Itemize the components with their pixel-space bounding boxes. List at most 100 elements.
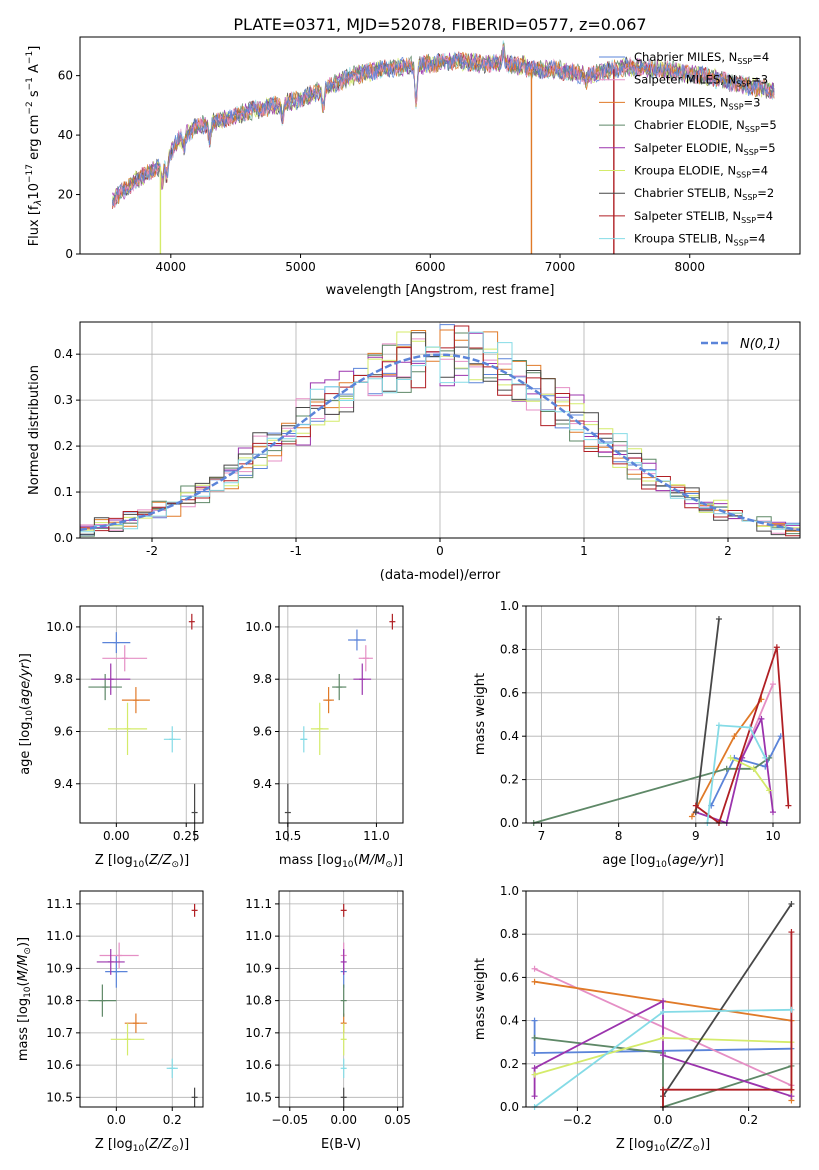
age-vs-metallicity-panel: 0.00 0.25 9.4 9.6 9.8 10.0 Z [log10(Z/Z⊙)] ag… [18,605,204,870]
mass-weight-vs-age-xtick-label: 7 [538,829,546,843]
mass-vs-metallicity-frame [79,890,204,1108]
histogram-ytick-label: 0.3 [54,393,73,407]
age-vs-mass-xtick-label: 10.5 [274,829,301,843]
mass-weight-vs-metallicity-point-kroupa-miles [531,978,538,985]
histogram-legend: N(0,1) [701,337,781,352]
mass-weight-vs-age-ytick-label: 0.6 [500,686,519,700]
spectrum-legend-label-chabrier-miles: Chabrier MILES, NSSP=4 [634,50,769,66]
mass-vs-extinction-ytick-label: 10.8 [245,994,272,1008]
spectrum-xtick-label: 6000 [415,260,446,274]
mass-vs-extinction-ytick-label: 10.9 [245,961,272,975]
mass-vs-extinction-ytick-label: 10.6 [245,1058,272,1072]
histogram-xlabel: (data-model)/error [380,568,501,583]
mass-weight-vs-age-ytick-label: 0.4 [500,729,519,743]
mass-weight-vs-age-point-kroupa-miles [688,813,695,820]
age-vs-metallicity-xtick-label: 0.00 [103,829,130,843]
spectrum-xtick-label: 4000 [156,260,187,274]
mass-weight-vs-metallicity-xtick-label: −0.2 [563,1113,592,1127]
mass-weight-vs-age-point-salpeter-stelib [785,802,792,809]
mass-weight-vs-metallicity-point-chabrier-elodie [531,1034,538,1041]
mass-weight-vs-metallicity-ytick-label: 0.4 [500,1014,519,1028]
mass-weight-vs-metallicity-point-chabrier-stelib [788,900,795,907]
spectrum-legend-label-kroupa-miles: Kroupa MILES, NSSP=3 [634,95,760,111]
spectrum-ytick-label: 0 [65,247,73,261]
mass-weight-vs-metallicity-point-chabrier-miles [531,1050,538,1056]
mass-weight-vs-age-line-chabrier-stelib [694,618,720,813]
age-vs-metallicity-frame [79,605,204,824]
mass-weight-vs-metallicity-point-salpeter-stelib [788,1086,795,1093]
mass-vs-extinction-xlabel: E(B-V) [321,1137,361,1152]
mass-weight-vs-age-point-chabrier-elodie [723,765,730,772]
mass-weight-vs-metallicity-point-salpeter-stelib [788,929,795,936]
mass-weight-vs-age-point-kroupa-miles [731,733,738,740]
mass-weight-vs-metallicity-ylabel: mass weight [473,958,488,1040]
spectrum-panel: 4000 5000 6000 7000 8000 0 20 40 60 wavelength [… [25,36,801,298]
mass-weight-vs-metallicity-ytick-label: 0.8 [500,927,519,941]
spectrum-legend-label-salpeter-stelib: Salpeter STELIB, NSSP=4 [634,209,773,225]
spectrum-model-chabrier-miles [112,46,775,206]
mass-weight-vs-metallicity-point-kroupa-stelib [788,1006,795,1013]
figure-title: PLATE=0371, MJD=52078, FIBERID=0577, z=0… [233,15,646,34]
age-vs-mass-panel: 10.5 11.0 9.4 9.6 9.8 10.0 mass [log10(M/M⊙)] [245,605,404,870]
histogram-ytick-label: 0.0 [54,531,73,545]
mass-vs-metallicity-panel: 0.0 0.2 10.5 10.6 10.7 10.8 10.9 11.0 11.1 Z [lo… [16,890,204,1154]
mass-weight-vs-metallicity-xlabel: Z [log10(Z/Z⊙)] [616,1137,710,1154]
age-vs-mass-ytick-label: 9.6 [253,724,272,738]
spectrum-xtick-label: 5000 [285,260,316,274]
mass-weight-vs-metallicity-line-chabrier-stelib [662,903,793,1097]
histogram-ytick-label: 0.4 [54,347,73,361]
histogram-xtick-label: 2 [724,544,732,558]
mass-weight-vs-metallicity-xtick-label: 0.2 [739,1113,758,1127]
mass-weight-vs-age-line-chabrier-miles [710,735,782,806]
age-vs-mass-ytick-label: 10.0 [245,620,272,634]
spectrum-ytick-label: 40 [58,128,73,142]
histogram-xtick-label: 1 [580,544,588,558]
mass-weight-vs-metallicity-ytick-label: 0.6 [500,970,519,984]
gaussian-curve [79,353,801,532]
mass-weight-vs-age-point-kroupa-stelib [715,722,722,729]
histogram-axes-frame [79,321,801,539]
spectrum-legend-label-salpeter-miles: Salpeter MILES, NSSP=3 [634,73,768,89]
mass-vs-extinction-xtick-label: −0.05 [271,1113,308,1127]
spectrum-legend-label-chabrier-elodie: Chabrier ELODIE, NSSP=5 [634,118,777,134]
mass-vs-extinction-ytick-label: 11.1 [245,897,272,911]
mass-vs-extinction-xtick-label: 0.00 [330,1113,357,1127]
age-vs-mass-xtick-label: 11.0 [363,829,390,843]
mass-weight-vs-age-line-kroupa-stelib [706,724,767,824]
mass-weight-vs-age-point-salpeter-stelib [692,802,699,809]
mass-vs-metallicity-ytick-label: 10.8 [46,994,73,1008]
histogram-ylabel: Normed distribution [27,365,42,495]
mass-weight-vs-metallicity-point-kroupa-elodie [531,1071,538,1078]
mass-weight-vs-metallicity-point-salpeter-miles [531,965,538,972]
mass-weight-vs-age-ylabel: mass weight [473,673,488,755]
mass-weight-vs-metallicity-xtick-label: 0.0 [653,1113,672,1127]
spectrum-ytick-label: 20 [58,188,73,202]
age-vs-metallicity-xlabel: Z [log10(Z/Z⊙)] [95,853,189,870]
mass-vs-metallicity-xtick-label: 0.0 [107,1113,126,1127]
mass-weight-vs-metallicity-point-salpeter-elodie [531,1093,538,1100]
mass-vs-metallicity-ytick-label: 11.1 [46,897,73,911]
histogram-ytick-label: 0.2 [54,439,73,453]
mass-weight-vs-metallicity-frame [525,890,801,1108]
age-vs-metallicity-ytick-label: 9.4 [54,777,73,791]
mass-weight-vs-age-xtick-label: 8 [615,829,623,843]
age-vs-mass-frame [278,605,404,824]
mass-vs-metallicity-ytick-label: 10.5 [46,1090,73,1104]
age-vs-metallicity-ytick-label: 9.8 [54,672,73,686]
gaussian-legend-label: N(0,1) [740,337,781,352]
spectrum-legend-label-salpeter-elodie: Salpeter ELODIE, NSSP=5 [634,141,776,157]
mass-weight-vs-metallicity-ytick-label: 0.0 [500,1100,519,1114]
mass-weight-vs-metallicity-point-kroupa-elodie [660,1034,666,1041]
age-vs-metallicity-ylabel: age [log10(age/yr)] [18,653,35,775]
age-vs-mass-ytick-label: 9.8 [253,672,272,686]
histogram-xtick-label: 0 [436,544,444,558]
spectrum-ylabel: Flux [fλ10−17 erg cm−2 s−1 A−1] [25,46,44,247]
mass-weight-vs-age-panel: 7 8 9 10 0.0 0.2 0.4 0.6 0.8 1.0 age [log10(age/y… [473,599,801,870]
mass-weight-vs-age-ytick-label: 0.8 [500,642,519,656]
spectrum-legend-label-chabrier-stelib: Chabrier STELIB, NSSP=2 [634,186,774,202]
histogram-panel: -2 -1 0 1 2 0.0 0.1 0.2 0.3 0.4 (data-model)/erro… [27,321,801,583]
mass-weight-vs-metallicity-point-salpeter-elodie [531,1065,538,1072]
mass-vs-metallicity-ytick-label: 10.7 [46,1026,73,1040]
mass-weight-vs-age-point-kroupa-elodie [727,754,734,761]
